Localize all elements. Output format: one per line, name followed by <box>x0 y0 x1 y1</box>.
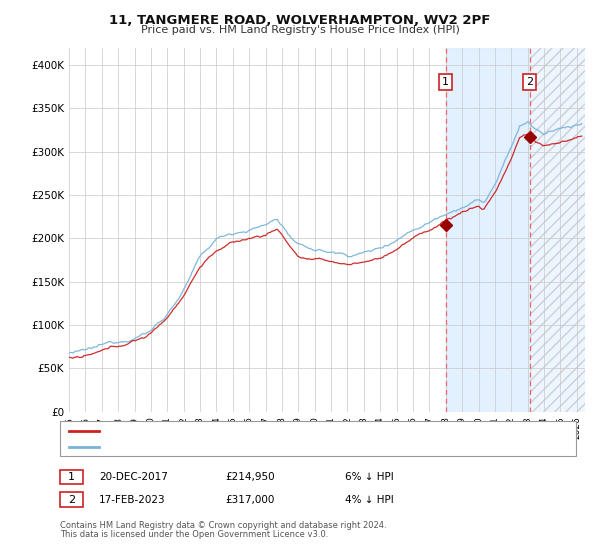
Text: 11, TANGMERE ROAD, WOLVERHAMPTON, WV2 2PF: 11, TANGMERE ROAD, WOLVERHAMPTON, WV2 2P… <box>109 14 491 27</box>
Text: Contains HM Land Registry data © Crown copyright and database right 2024.: Contains HM Land Registry data © Crown c… <box>60 521 386 530</box>
Text: 1: 1 <box>442 77 449 87</box>
Text: HPI: Average price, detached house, Wolverhampton: HPI: Average price, detached house, Wolv… <box>103 442 361 452</box>
Text: £317,000: £317,000 <box>225 494 274 505</box>
Text: Price paid vs. HM Land Registry's House Price Index (HPI): Price paid vs. HM Land Registry's House … <box>140 25 460 35</box>
Bar <box>530 48 585 412</box>
Text: 2: 2 <box>68 494 75 505</box>
Text: This data is licensed under the Open Government Licence v3.0.: This data is licensed under the Open Gov… <box>60 530 328 539</box>
Text: £214,950: £214,950 <box>225 472 275 482</box>
Text: 17-FEB-2023: 17-FEB-2023 <box>99 494 166 505</box>
Text: 2: 2 <box>526 77 533 87</box>
Text: 20-DEC-2017: 20-DEC-2017 <box>99 472 168 482</box>
Text: 11, TANGMERE ROAD, WOLVERHAMPTON, WV2 2PF (detached house): 11, TANGMERE ROAD, WOLVERHAMPTON, WV2 2P… <box>103 426 443 436</box>
Text: 1: 1 <box>68 472 75 482</box>
Text: 4% ↓ HPI: 4% ↓ HPI <box>345 494 394 505</box>
Bar <box>446 48 530 412</box>
Text: 6% ↓ HPI: 6% ↓ HPI <box>345 472 394 482</box>
